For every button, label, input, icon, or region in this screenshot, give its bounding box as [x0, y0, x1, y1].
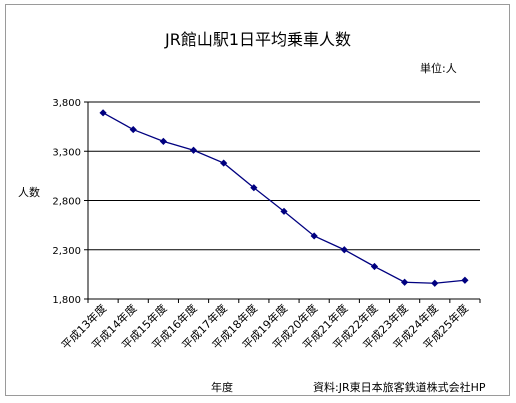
data-point [461, 276, 469, 284]
data-point [250, 184, 258, 192]
data-point [129, 125, 137, 134]
series-line [102, 112, 465, 284]
y-tick-label: 3,300 [52, 147, 81, 158]
data-point [310, 232, 318, 240]
data-point [280, 207, 288, 215]
y-tick-label: 2,300 [52, 246, 81, 257]
chart-title: JR館山駅1日平均乗車人数 [164, 30, 352, 49]
y-tick-label: 2,800 [52, 197, 81, 208]
data-point [159, 137, 167, 145]
x-axis-label: 年度 [211, 381, 233, 394]
y-tick-label: 3,800 [52, 98, 81, 109]
data-point [370, 262, 379, 271]
data-point [431, 279, 439, 287]
data-point [220, 159, 228, 167]
data-point [401, 278, 409, 286]
source-note: 資料:JR東日本旅客鉄道株式会社HP [313, 381, 486, 394]
data-point [189, 146, 198, 154]
data-point [99, 109, 107, 117]
unit-label: 単位:人 [420, 62, 457, 75]
y-axis-label: 人数 [18, 186, 40, 199]
y-tick-label: 1,800 [52, 295, 81, 306]
data-point [340, 246, 348, 254]
